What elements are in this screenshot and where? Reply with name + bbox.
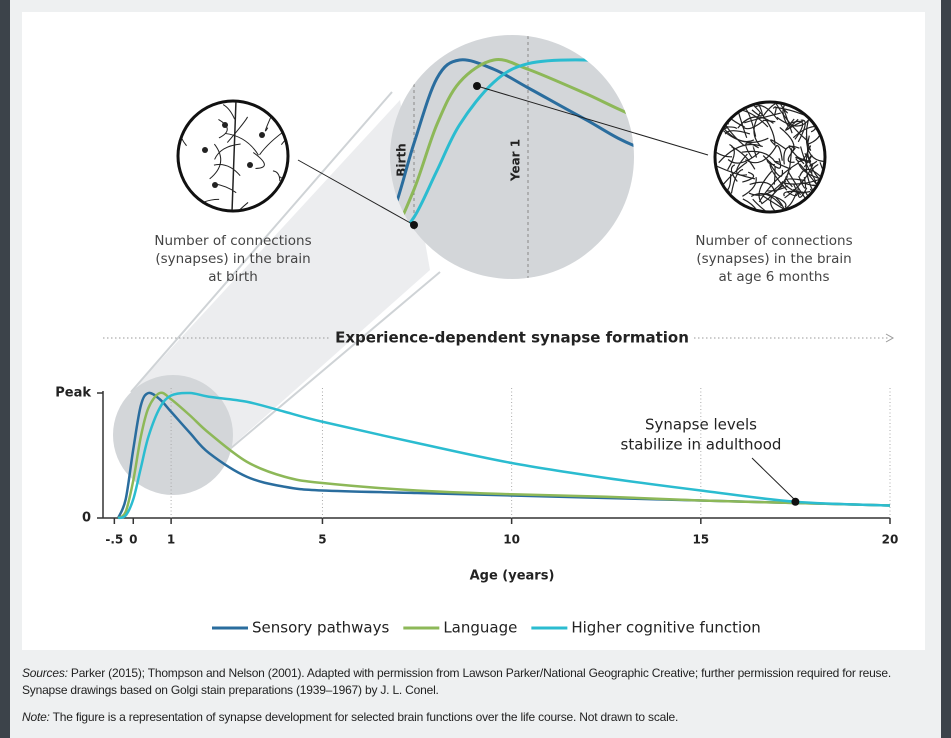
synapse-node — [202, 147, 208, 153]
callout-dot — [473, 82, 481, 90]
x-tick-label: 20 — [882, 533, 899, 547]
synapse-node — [222, 122, 228, 128]
banner: Experience-dependent synapse formation — [335, 329, 689, 347]
callout-dot — [410, 221, 418, 229]
caption: Number of connections — [695, 233, 852, 249]
sources: Sources: Parker (2015); Thompson and Nel… — [22, 665, 927, 699]
caption: Number of connections — [154, 233, 311, 249]
caption: (synapses) in the brain — [155, 251, 310, 267]
synapse-node — [259, 132, 265, 138]
caption: at age 6 months — [718, 269, 829, 285]
synapse-node — [212, 182, 218, 188]
x-tick-label: 1 — [167, 533, 175, 547]
x-tick-label: -.5 — [105, 533, 123, 547]
caption: at birth — [208, 269, 258, 285]
annotation-dot — [791, 498, 799, 506]
caption: (synapses) in the brain — [696, 251, 851, 267]
note-text: The figure is a representation of synaps… — [53, 710, 679, 724]
x-tick-label: 0 — [129, 533, 137, 547]
inset-marker-label: Year 1 — [509, 139, 523, 182]
y-tick-label: Peak — [55, 386, 91, 401]
sources-label: Sources: — [22, 666, 68, 680]
zoom-circle — [113, 375, 233, 495]
page: BirthYear 1 Number of connections (synap… — [0, 0, 951, 738]
note: Note: The figure is a representation of … — [22, 709, 927, 726]
x-tick-label: 5 — [318, 533, 326, 547]
x-tick-label: 10 — [503, 533, 520, 547]
legend-label: Higher cognitive function — [571, 619, 760, 637]
legend-label: Sensory pathways — [252, 619, 389, 637]
y-tick-label: 0 — [82, 511, 91, 526]
note-label: Note: — [22, 710, 50, 724]
x-axis-label: Age (years) — [470, 569, 555, 584]
x-tick-label: 15 — [692, 533, 709, 547]
synapse-node — [247, 162, 253, 168]
sources-text: Parker (2015); Thompson and Nelson (2001… — [22, 666, 891, 697]
legend-label: Language — [443, 619, 517, 637]
